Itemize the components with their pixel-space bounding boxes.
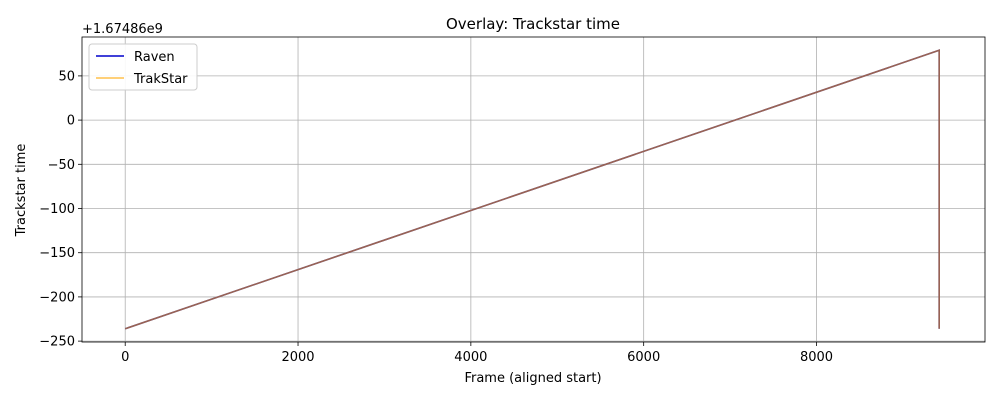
grid xyxy=(82,37,985,342)
x-tick-label: 0 xyxy=(121,350,129,365)
y-tick-label: −200 xyxy=(39,290,75,305)
y-tick-label: 50 xyxy=(58,69,75,84)
y-tick-label: −150 xyxy=(39,246,75,261)
series-lines xyxy=(124,49,941,330)
tick-labels: 0 2000 4000 6000 8000 50 0 −50 −100 −150 −200 −250 xyxy=(39,69,833,365)
axes xyxy=(78,36,986,346)
plot-frame xyxy=(81,36,986,343)
x-tick-label: 8000 xyxy=(800,350,833,365)
series-line-trakstar xyxy=(124,49,941,330)
legend-label-trakstar: TrakStar xyxy=(133,72,188,87)
x-axis-label: Frame (aligned start) xyxy=(464,371,601,386)
y-tick-label: −100 xyxy=(39,202,75,217)
y-axis-label: Trackstar time xyxy=(14,144,29,238)
y-tick-label: 0 xyxy=(67,114,75,129)
y-tick-label: −250 xyxy=(39,335,75,350)
x-tick-label: 4000 xyxy=(454,350,487,365)
y-tick-label: −50 xyxy=(48,158,75,173)
x-tick-label: 2000 xyxy=(281,350,314,365)
x-tick-label: 6000 xyxy=(627,350,660,365)
y-offset-label: +1.67486e9 xyxy=(82,22,163,37)
legend: Raven TrakStar xyxy=(88,43,198,91)
legend-label-raven: Raven xyxy=(134,50,175,65)
chart-title: Overlay: Trackstar time xyxy=(446,15,620,33)
